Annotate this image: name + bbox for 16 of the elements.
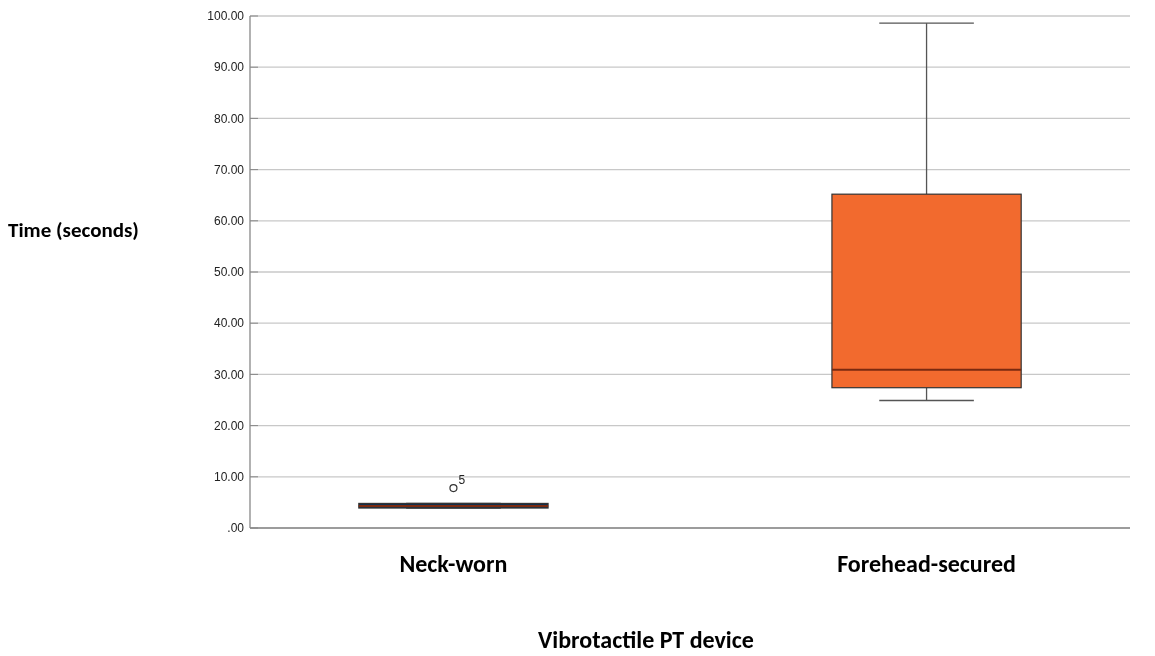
y-tick-label: 70.00 — [213, 162, 245, 177]
y-tick-label: 30.00 — [213, 367, 245, 382]
y-tick-label: 80.00 — [213, 111, 245, 126]
x-tick-label: Forehead-secured — [837, 549, 1016, 578]
annotation: 5 — [458, 473, 466, 488]
y-tick-label: 60.00 — [213, 214, 245, 228]
y-tick-label: 10.00 — [213, 470, 245, 484]
y-tick-label: 100.00 — [207, 9, 245, 24]
y-tick-label: 50.00 — [213, 265, 245, 280]
y-tick-label: 20.00 — [213, 418, 245, 433]
x-axis-title: Vibrotactile PT device — [538, 625, 754, 654]
y-tick-label: 40.00 — [213, 316, 245, 331]
y-tick-label: .00 — [227, 521, 245, 536]
x-tick-label: Neck-worn — [399, 549, 508, 578]
y-tick-label: 90.00 — [213, 60, 245, 75]
y-axis-title: Time (seconds) — [8, 217, 139, 243]
